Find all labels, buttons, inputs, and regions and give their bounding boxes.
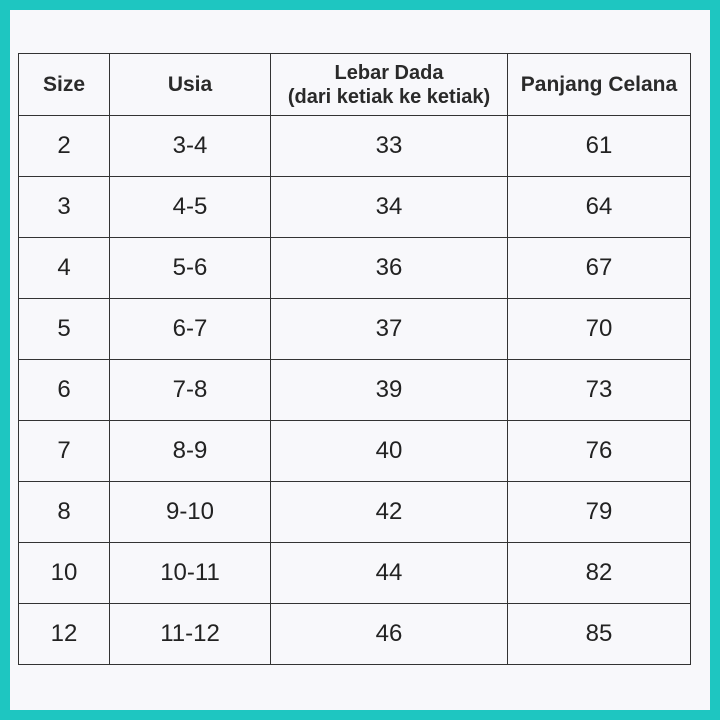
size-chart: Size Usia Lebar Dada (dari ketiak ke ket… <box>10 10 710 710</box>
cell-panjang-celana: 64 <box>507 176 691 238</box>
header-row: Size Usia Lebar Dada (dari ketiak ke ket… <box>18 53 691 116</box>
cell-lebar-dada: 42 <box>270 481 508 543</box>
table-row: 6 7-8 39 73 <box>18 359 691 421</box>
table-row: 4 5-6 36 67 <box>18 237 691 299</box>
header-lebar-dada: Lebar Dada (dari ketiak ke ketiak) <box>270 53 508 116</box>
table-row: 5 6-7 37 70 <box>18 298 691 360</box>
cell-size: 10 <box>18 542 110 604</box>
cell-lebar-dada: 39 <box>270 359 508 421</box>
cell-lebar-dada: 40 <box>270 420 508 482</box>
cell-size: 5 <box>18 298 110 360</box>
header-lebar-dada-note: (dari ketiak ke ketiak) <box>287 85 491 108</box>
cell-usia: 7-8 <box>109 359 271 421</box>
cell-lebar-dada: 33 <box>270 115 508 177</box>
size-table: Size Usia Lebar Dada (dari ketiak ke ket… <box>18 53 691 665</box>
header-panjang-celana: Panjang Celana <box>507 53 691 116</box>
cell-usia: 9-10 <box>109 481 271 543</box>
cell-size: 6 <box>18 359 110 421</box>
cell-usia: 4-5 <box>109 176 271 238</box>
table-row: 7 8-9 40 76 <box>18 420 691 482</box>
cell-usia: 6-7 <box>109 298 271 360</box>
cell-size: 7 <box>18 420 110 482</box>
cell-lebar-dada: 46 <box>270 603 508 665</box>
table-row: 8 9-10 42 79 <box>18 481 691 543</box>
cell-panjang-celana: 67 <box>507 237 691 299</box>
cell-size: 12 <box>18 603 110 665</box>
cell-panjang-celana: 73 <box>507 359 691 421</box>
table-row: 2 3-4 33 61 <box>18 115 691 177</box>
cell-usia: 11-12 <box>109 603 271 665</box>
cell-panjang-celana: 76 <box>507 420 691 482</box>
cell-size: 3 <box>18 176 110 238</box>
cell-size: 4 <box>18 237 110 299</box>
header-usia: Usia <box>109 53 271 116</box>
cell-panjang-celana: 61 <box>507 115 691 177</box>
header-lebar-dada-title: Lebar Dada <box>334 61 444 84</box>
cell-lebar-dada: 44 <box>270 542 508 604</box>
table-row: 12 11-12 46 85 <box>18 603 691 665</box>
table-row: 3 4-5 34 64 <box>18 176 691 238</box>
cell-size: 8 <box>18 481 110 543</box>
cell-panjang-celana: 70 <box>507 298 691 360</box>
cell-usia: 3-4 <box>109 115 271 177</box>
cell-panjang-celana: 79 <box>507 481 691 543</box>
cell-panjang-celana: 82 <box>507 542 691 604</box>
cell-usia: 10-11 <box>109 542 271 604</box>
cell-usia: 5-6 <box>109 237 271 299</box>
cell-lebar-dada: 34 <box>270 176 508 238</box>
table-row: 10 10-11 44 82 <box>18 542 691 604</box>
cell-lebar-dada: 37 <box>270 298 508 360</box>
cell-size: 2 <box>18 115 110 177</box>
cell-lebar-dada: 36 <box>270 237 508 299</box>
header-size: Size <box>18 53 110 116</box>
cell-panjang-celana: 85 <box>507 603 691 665</box>
cell-usia: 8-9 <box>109 420 271 482</box>
